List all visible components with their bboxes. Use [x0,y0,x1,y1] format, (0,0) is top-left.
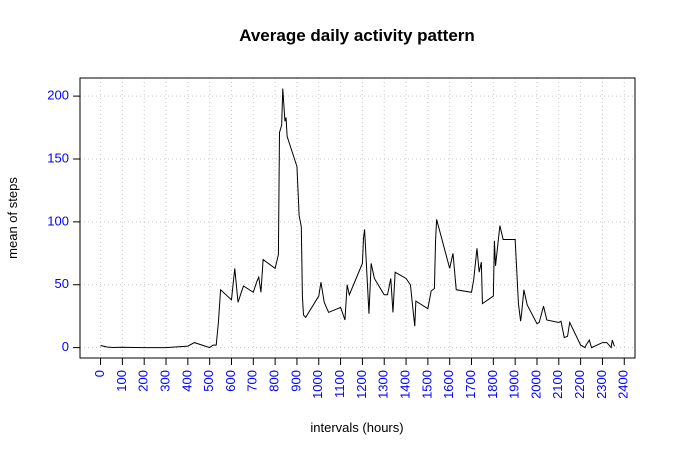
x-tick-label: 200 [136,370,151,392]
x-tick-label: 1000 [310,370,325,399]
y-tick-label: 100 [47,213,69,228]
x-tick-label: 300 [157,370,172,392]
x-tick-label: 600 [223,370,238,392]
x-tick-label: 500 [201,370,216,392]
y-tick-label: 50 [55,276,69,291]
plot [100,88,615,349]
y-tick-label: 200 [47,88,69,103]
y-tick-label: 0 [62,339,69,354]
x-tick-label: 2100 [550,370,565,399]
x-tick-label: 2400 [616,370,631,399]
x-axis-label: intervals (hours) [310,420,403,435]
chart-title: Average daily activity pattern [239,26,475,45]
x-tick-label: 0 [92,370,107,377]
x-tick-label: 700 [245,370,260,392]
grid [80,78,635,358]
x-tick-label: 1300 [376,370,391,399]
x-tick-label: 1600 [441,370,456,399]
y-axis-label: mean of steps [5,177,20,259]
x-tick-label: 2000 [528,370,543,399]
plot-frame [79,77,636,359]
x-tick-label: 900 [288,370,303,392]
data-line [100,88,615,349]
x-tick-label: 1200 [354,370,369,399]
x-tick-label: 100 [114,370,129,392]
x-tick-label: 1700 [463,370,478,399]
x-tick-label: 1800 [485,370,500,399]
x-tick-label: 1500 [419,370,434,399]
x-tick-label: 400 [179,370,194,392]
x-tick-label: 2200 [572,370,587,399]
x-tick-label: 800 [267,370,282,392]
x-tick-label: 1900 [507,370,522,399]
x-tick-label: 2300 [594,370,609,399]
y-tick-label: 150 [47,150,69,165]
x-tick-label: 1400 [397,370,412,399]
x-tick-label: 1100 [332,370,347,398]
